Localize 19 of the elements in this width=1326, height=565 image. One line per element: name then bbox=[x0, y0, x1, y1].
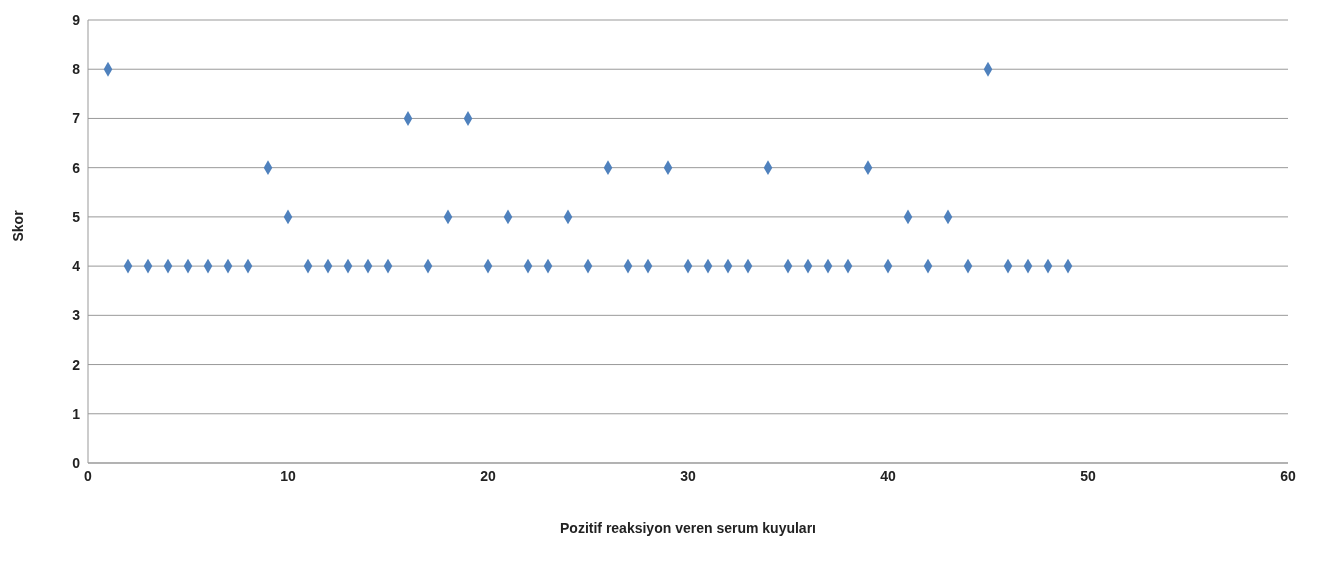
x-tick-label: 40 bbox=[880, 467, 896, 484]
x-tick-label: 10 bbox=[280, 467, 296, 484]
y-tick-label: 8 bbox=[72, 61, 81, 78]
x-tick-label: 20 bbox=[480, 467, 496, 484]
y-axis-title: Skor bbox=[9, 209, 26, 242]
y-tick-label: 9 bbox=[72, 11, 81, 28]
y-tick-label: 5 bbox=[72, 208, 81, 225]
y-tick-label: 0 bbox=[72, 454, 81, 471]
y-tick-label: 6 bbox=[72, 159, 81, 176]
x-tick-label: 30 bbox=[680, 467, 696, 484]
x-tick-label: 0 bbox=[84, 467, 93, 484]
x-tick-label: 60 bbox=[1280, 467, 1296, 484]
y-tick-label: 3 bbox=[72, 307, 81, 324]
x-axis-title: Pozitif reaksiyon veren serum kuyuları bbox=[560, 520, 816, 536]
y-tick-label: 2 bbox=[72, 356, 81, 373]
x-tick-label: 50 bbox=[1080, 467, 1096, 484]
y-tick-label: 1 bbox=[72, 405, 81, 422]
y-tick-label: 7 bbox=[72, 110, 81, 127]
y-tick-label: 4 bbox=[72, 258, 81, 275]
